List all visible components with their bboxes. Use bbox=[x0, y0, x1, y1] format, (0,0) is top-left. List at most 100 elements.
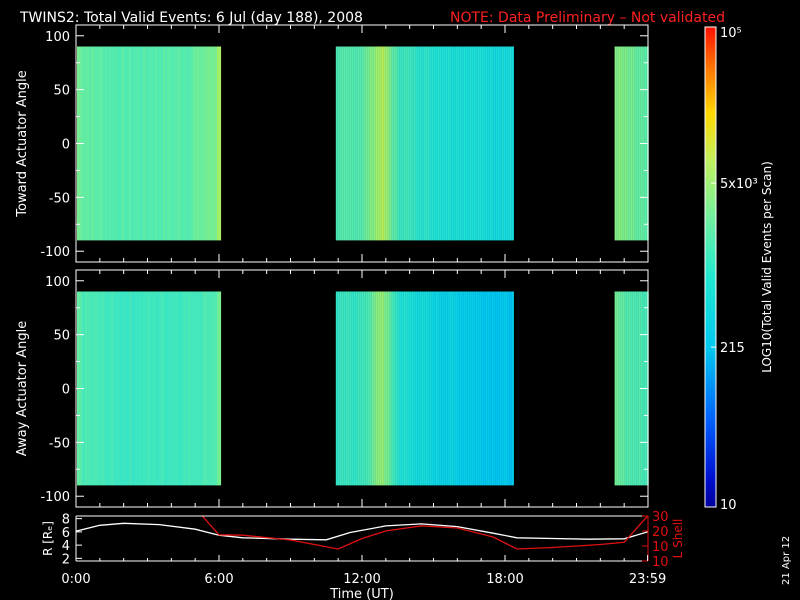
x-tick-label: 23:59 bbox=[629, 572, 666, 587]
heatmap-column bbox=[335, 291, 338, 486]
heatmap-column bbox=[339, 291, 342, 486]
heatmap-column bbox=[131, 46, 134, 241]
heatmap-column bbox=[431, 46, 434, 241]
l-shell-tick-label: 10 bbox=[652, 540, 669, 555]
heatmap-column bbox=[197, 291, 200, 486]
heatmap-column bbox=[485, 291, 488, 486]
heatmap-column bbox=[193, 291, 196, 486]
heatmap-column bbox=[205, 291, 208, 486]
heatmap-column bbox=[375, 291, 378, 486]
heatmap-column bbox=[207, 46, 210, 241]
heatmap-column bbox=[205, 46, 208, 241]
heatmap-column bbox=[507, 291, 510, 486]
heatmap-column bbox=[353, 291, 356, 486]
heatmap-column bbox=[155, 46, 158, 241]
heatmap-column bbox=[191, 46, 194, 241]
heatmap-column bbox=[491, 46, 494, 241]
heatmap-column bbox=[153, 46, 156, 241]
heatmap-column bbox=[111, 46, 114, 241]
heatmap-column bbox=[423, 291, 426, 486]
heatmap-column bbox=[483, 46, 486, 241]
heatmap-column bbox=[97, 291, 100, 486]
heatmap-column bbox=[405, 291, 408, 486]
y-tick-label: -50 bbox=[49, 436, 70, 451]
heatmap-column bbox=[351, 291, 354, 486]
heatmap-column bbox=[91, 46, 94, 241]
heatmap-column bbox=[133, 46, 136, 241]
heatmap-column bbox=[219, 291, 222, 486]
heatmap-column bbox=[167, 46, 170, 241]
heatmap-column bbox=[435, 46, 438, 241]
r-tick-label: 8 bbox=[62, 513, 70, 528]
heatmap-column bbox=[151, 291, 154, 486]
heatmap-column bbox=[505, 46, 508, 241]
y-tick-label: -50 bbox=[49, 191, 70, 206]
heatmap-column bbox=[87, 291, 90, 486]
heatmap-column bbox=[213, 291, 216, 486]
heatmap-column bbox=[365, 46, 368, 241]
heatmap-column bbox=[429, 291, 432, 486]
heatmap-column bbox=[349, 46, 352, 241]
heatmap-column bbox=[499, 291, 502, 486]
heatmap-column bbox=[165, 291, 168, 486]
heatmap-column bbox=[199, 291, 202, 486]
heatmap-column bbox=[209, 291, 212, 486]
heatmap-column bbox=[207, 291, 210, 486]
r-tick-label: 6 bbox=[62, 526, 70, 541]
heatmap-column bbox=[203, 291, 206, 486]
heatmap-column bbox=[347, 291, 350, 486]
heatmap-column bbox=[417, 291, 420, 486]
heatmap-column bbox=[632, 291, 635, 486]
heatmap-column bbox=[103, 46, 106, 241]
heatmap-column bbox=[479, 46, 482, 241]
heatmap-column bbox=[493, 46, 496, 241]
heatmap-column bbox=[211, 46, 214, 241]
heatmap-column bbox=[183, 291, 186, 486]
heatmap-column bbox=[628, 46, 631, 241]
heatmap-column bbox=[367, 291, 370, 486]
heatmap-column bbox=[487, 291, 490, 486]
colorbar: 10⁵ 5x10³ 215 10 LOG10(Total Valid Events pe… bbox=[704, 26, 774, 513]
heatmap-column bbox=[159, 291, 162, 486]
away-angle-panel: 100 50 0 -50 -100 Away Actuator Angle bbox=[15, 269, 649, 508]
heatmap-column bbox=[141, 291, 144, 486]
heatmap-column bbox=[391, 46, 394, 241]
heatmap-column bbox=[349, 291, 352, 486]
heatmap-column bbox=[441, 46, 444, 241]
heatmap-column bbox=[433, 46, 436, 241]
heatmap-column bbox=[117, 46, 120, 241]
heatmap-column bbox=[153, 291, 156, 486]
x-tick-label: 18:00 bbox=[486, 572, 523, 587]
heatmap-column bbox=[89, 291, 92, 486]
heatmap-column bbox=[437, 46, 440, 241]
heatmap-column bbox=[365, 291, 368, 486]
heatmap-column bbox=[465, 291, 468, 486]
heatmap-column bbox=[117, 291, 120, 486]
heatmap-column bbox=[373, 291, 376, 486]
heatmap-column bbox=[461, 46, 464, 241]
heatmap-column bbox=[626, 291, 629, 486]
heatmap-column bbox=[455, 46, 458, 241]
heatmap-column bbox=[197, 46, 200, 241]
heatmap-column bbox=[417, 46, 420, 241]
heatmap-column bbox=[119, 46, 122, 241]
data-segment-1 bbox=[335, 46, 514, 241]
heatmap-column bbox=[189, 46, 192, 241]
heatmap-column bbox=[399, 291, 402, 486]
l-shell-tick-label: 20 bbox=[652, 525, 669, 540]
heatmap-column bbox=[385, 46, 388, 241]
heatmap-column bbox=[397, 46, 400, 241]
heatmap-column bbox=[405, 46, 408, 241]
heatmap-column bbox=[173, 46, 176, 241]
heatmap-column bbox=[369, 291, 372, 486]
heatmap-column bbox=[145, 46, 148, 241]
heatmap-column bbox=[215, 46, 218, 241]
heatmap-column bbox=[107, 291, 110, 486]
line-series-group bbox=[76, 516, 648, 550]
heatmap-column bbox=[483, 291, 486, 486]
heatmap-column bbox=[624, 46, 627, 241]
heatmap-column bbox=[511, 46, 514, 241]
heatmap-column bbox=[481, 46, 484, 241]
heatmap-column bbox=[449, 291, 452, 486]
